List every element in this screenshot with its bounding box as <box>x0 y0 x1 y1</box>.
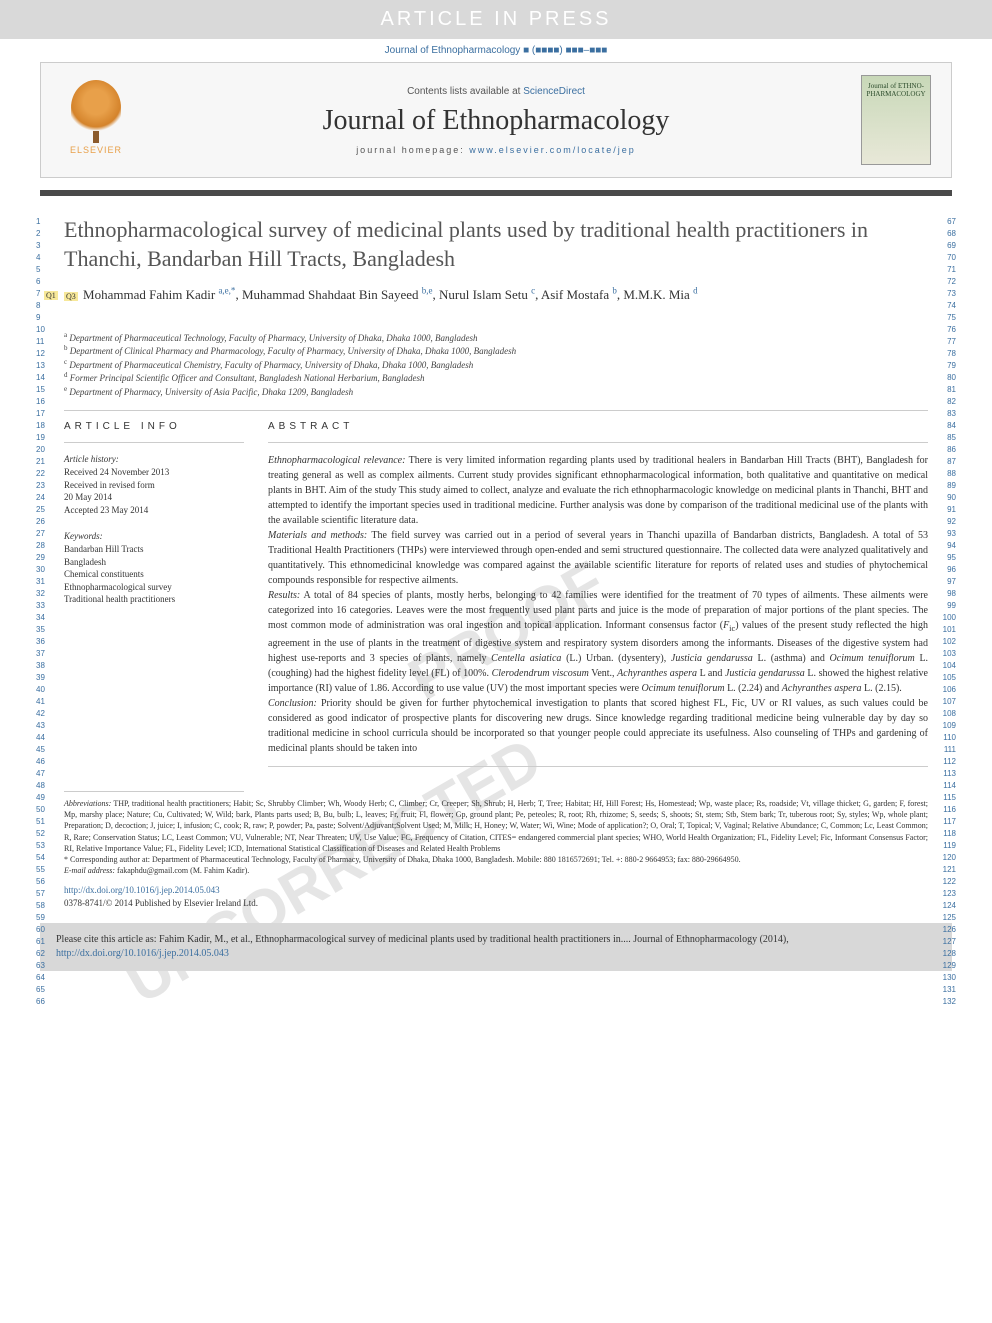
abbreviations: Abbreviations: THP, traditional health p… <box>64 798 928 854</box>
article-in-press-banner: ARTICLE IN PRESS <box>0 0 992 39</box>
article-content: 1234567891011121314151617181920212223242… <box>40 216 952 909</box>
email-label: E-mail address: <box>64 866 115 875</box>
q-marker-1: Q1 <box>44 291 58 300</box>
footnotes: Abbreviations: THP, traditional health p… <box>64 798 928 910</box>
email-line: E-mail address: fakaphdu@gmail.com (M. F… <box>64 865 928 876</box>
history-3: Accepted 23 May 2014 <box>64 504 244 517</box>
results-label: Results: <box>268 590 300 601</box>
header-divider <box>40 190 952 196</box>
history-label: Article history: <box>64 453 244 466</box>
homepage-prefix: journal homepage: <box>356 145 469 155</box>
abstract-conclusion: Conclusion: Priority should be given for… <box>268 696 928 756</box>
abstract-text: Ethnopharmacological relevance: There is… <box>268 453 928 755</box>
history-0: Received 24 November 2013 <box>64 466 244 479</box>
copyright-line: 0378-8741/© 2014 Published by Elsevier I… <box>64 897 928 910</box>
divider-abs <box>268 442 928 443</box>
divider-abs-end <box>268 766 928 767</box>
contents-line: Contents lists available at ScienceDirec… <box>131 86 861 97</box>
elsevier-text: ELSEVIER <box>70 145 122 155</box>
keywords: Keywords: Bandarban Hill Tracts Banglade… <box>64 530 244 606</box>
doi-line: http://dx.doi.org/10.1016/j.jep.2014.05.… <box>64 884 928 897</box>
corresponding-author: * Corresponding author at: Department of… <box>64 854 928 865</box>
methods-label: Materials and methods: <box>268 530 367 541</box>
line-numbers-right: 6768697071727374757677787980818283848586… <box>943 216 956 1008</box>
history-1: Received in revised form <box>64 479 244 492</box>
elsevier-tree-icon <box>71 80 121 135</box>
journal-cover-text: Journal of ETHNO-PHARMACOLOGY <box>864 82 928 98</box>
history-2: 20 May 2014 <box>64 491 244 504</box>
abstract-heading: ABSTRACT <box>268 421 928 432</box>
affiliations: a Department of Pharmaceutical Technolog… <box>64 331 928 399</box>
q-marker-3: Q3 <box>64 292 78 301</box>
homepage-link[interactable]: www.elsevier.com/locate/jep <box>469 145 636 155</box>
footnote-divider <box>64 791 244 792</box>
header-center: Contents lists available at ScienceDirec… <box>131 86 861 155</box>
doi-link[interactable]: http://dx.doi.org/10.1016/j.jep.2014.05.… <box>64 885 220 895</box>
divider-info <box>64 442 244 443</box>
homepage-line: journal homepage: www.elsevier.com/locat… <box>131 145 861 155</box>
article-info-heading: ARTICLE INFO <box>64 421 244 432</box>
abstract-methods: Materials and methods: The field survey … <box>268 528 928 588</box>
kw-4: Traditional health practitioners <box>64 593 244 606</box>
abstract-results: Results: A total of 84 species of plants… <box>268 588 928 695</box>
keywords-label: Keywords: <box>64 530 244 543</box>
sciencedirect-link[interactable]: ScienceDirect <box>523 86 585 97</box>
journal-cover-thumb: Journal of ETHNO-PHARMACOLOGY <box>861 75 931 165</box>
info-abstract-row: ARTICLE INFO Article history: Received 2… <box>64 421 928 776</box>
contents-prefix: Contents lists available at <box>407 86 523 97</box>
abbrev-label: Abbreviations: <box>64 799 111 808</box>
article-info-col: ARTICLE INFO Article history: Received 2… <box>64 421 244 776</box>
line-numbers-left: 1234567891011121314151617181920212223242… <box>36 216 45 1008</box>
abstract-relevance: Ethnopharmacological relevance: There is… <box>268 453 928 528</box>
cite-box: Please cite this article as: Fahim Kadir… <box>40 923 952 971</box>
kw-1: Bangladesh <box>64 556 244 569</box>
methods-body: The field survey was carried out in a pe… <box>268 530 928 586</box>
authors-names: Mohammad Fahim Kadir a,e,*, Muhammad Sha… <box>83 287 698 302</box>
conclusion-label: Conclusion: <box>268 698 317 709</box>
cite-prefix: Please cite this article as: Fahim Kadir… <box>56 934 789 945</box>
relevance-label: Ethnopharmacological relevance: <box>268 455 405 466</box>
authors-line: Q3 Mohammad Fahim Kadir a,e,*, Muhammad … <box>64 285 928 302</box>
kw-2: Chemical constituents <box>64 568 244 581</box>
divider-1 <box>64 410 928 411</box>
cite-link[interactable]: http://dx.doi.org/10.1016/j.jep.2014.05.… <box>56 948 229 959</box>
results-body: A total of 84 species of plants, mostly … <box>268 590 928 693</box>
article-title: Ethnopharmacological survey of medicinal… <box>64 216 928 273</box>
email-value: fakaphdu@gmail.com (M. Fahim Kadir). <box>115 866 249 875</box>
conclusion-body: Priority should be given for further phy… <box>268 698 928 754</box>
kw-3: Ethnopharmacological survey <box>64 581 244 594</box>
journal-header: ELSEVIER Contents lists available at Sci… <box>40 62 952 178</box>
journal-reference: Journal of Ethnopharmacology ■ (■■■■) ■■… <box>0 39 992 62</box>
abstract-col: ABSTRACT Ethnopharmacological relevance:… <box>268 421 928 776</box>
article-history: Article history: Received 24 November 20… <box>64 453 244 516</box>
abbrev-body: THP, traditional health practitioners; H… <box>64 799 928 853</box>
journal-title: Journal of Ethnopharmacology <box>131 105 861 137</box>
elsevier-logo: ELSEVIER <box>61 80 131 160</box>
kw-0: Bandarban Hill Tracts <box>64 543 244 556</box>
